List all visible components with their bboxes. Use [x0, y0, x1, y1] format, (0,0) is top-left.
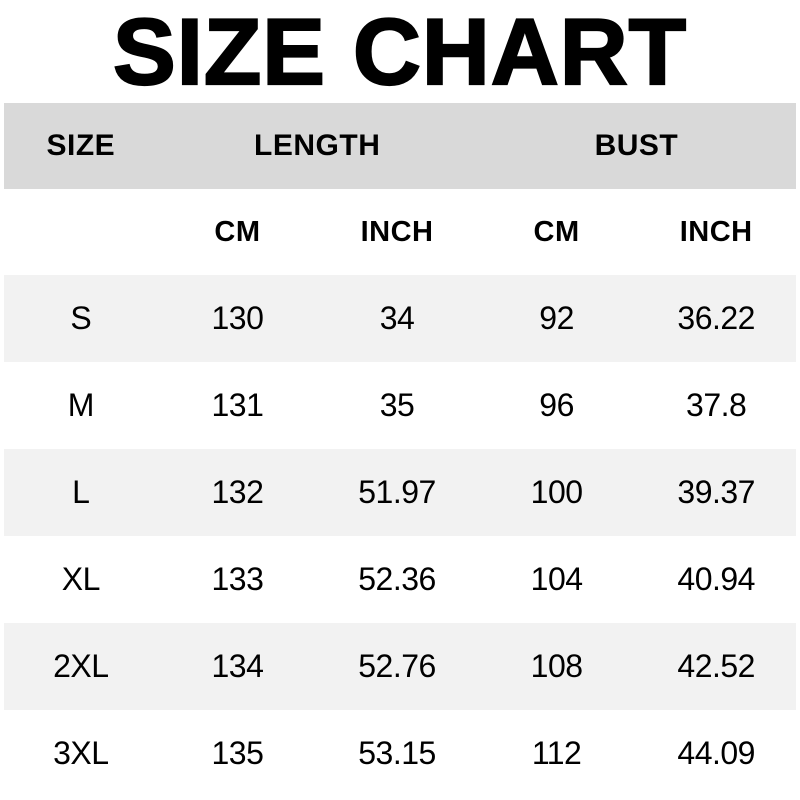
- cell-bust-cm: 112: [476, 710, 637, 797]
- col-header-length: LENGTH: [157, 103, 477, 189]
- size-chart-table: SIZE LENGTH BUST CM INCH CM INCH S 130 3…: [4, 103, 796, 797]
- cell-length-inch: 35: [317, 362, 477, 449]
- cell-bust-inch: 39.37: [636, 449, 796, 536]
- cell-length-inch: 53.15: [317, 710, 477, 797]
- cell-bust-cm: 108: [476, 623, 637, 710]
- cell-bust-cm: 96: [476, 362, 637, 449]
- unit-header-bust-cm: CM: [476, 189, 637, 275]
- table-row-l: L 132 51.97 100 39.37: [4, 449, 796, 536]
- cell-size: M: [4, 362, 158, 449]
- cell-length-inch: 51.97: [317, 449, 477, 536]
- table-row-s: S 130 34 92 36.22: [4, 275, 796, 362]
- unit-header-bust-inch: INCH: [636, 189, 796, 275]
- cell-length-cm: 133: [157, 536, 318, 623]
- cell-length-cm: 134: [157, 623, 318, 710]
- unit-header-length-cm: CM: [157, 189, 318, 275]
- cell-bust-cm: 100: [476, 449, 637, 536]
- cell-length-inch: 52.76: [317, 623, 477, 710]
- cell-size: 2XL: [4, 623, 158, 710]
- page-title: SIZE CHART: [112, 0, 687, 105]
- cell-bust-inch: 44.09: [636, 710, 796, 797]
- table-row-m: M 131 35 96 37.8: [4, 362, 796, 449]
- table-row-3xl: 3XL 135 53.15 112 44.09: [4, 710, 796, 797]
- cell-bust-cm: 104: [476, 536, 637, 623]
- cell-size: 3XL: [4, 710, 158, 797]
- cell-bust-inch: 42.52: [636, 623, 796, 710]
- cell-length-inch: 34: [317, 275, 477, 362]
- cell-length-cm: 132: [157, 449, 318, 536]
- cell-length-cm: 130: [157, 275, 318, 362]
- unit-header-row: CM INCH CM INCH: [4, 189, 796, 275]
- cell-length-inch: 52.36: [317, 536, 477, 623]
- cell-size: L: [4, 449, 158, 536]
- col-header-size: SIZE: [4, 103, 158, 189]
- col-header-bust: BUST: [476, 103, 796, 189]
- cell-bust-inch: 40.94: [636, 536, 796, 623]
- cell-bust-inch: 37.8: [636, 362, 796, 449]
- cell-bust-inch: 36.22: [636, 275, 796, 362]
- cell-bust-cm: 92: [476, 275, 637, 362]
- cell-size: XL: [4, 536, 158, 623]
- table-row-xl: XL 133 52.36 104 40.94: [4, 536, 796, 623]
- unit-header-length-inch: INCH: [317, 189, 477, 275]
- table-row-2xl: 2XL 134 52.76 108 42.52: [4, 623, 796, 710]
- cell-length-cm: 135: [157, 710, 318, 797]
- group-header-row: SIZE LENGTH BUST: [4, 103, 796, 189]
- cell-size: S: [4, 275, 158, 362]
- cell-length-cm: 131: [157, 362, 318, 449]
- unit-header-empty: [4, 189, 158, 275]
